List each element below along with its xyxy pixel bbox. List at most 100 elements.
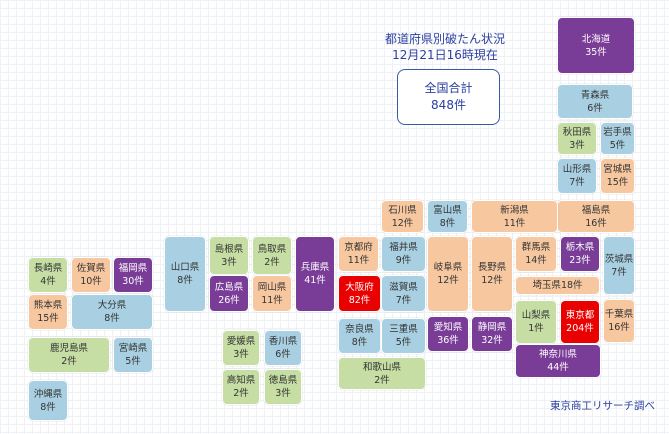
- prefecture-count: 4件: [40, 276, 56, 287]
- prefecture-count: 3件: [275, 388, 291, 399]
- national-total-box: 全国合計 848件: [397, 69, 500, 125]
- prefecture-24: 埼玉県 18件: [515, 276, 600, 295]
- prefecture-name: 神奈川県: [538, 349, 577, 360]
- prefecture-13: 滋賀県 7件: [381, 275, 426, 312]
- prefecture-7: 新潟県 11件: [471, 200, 558, 233]
- prefecture-name: 埼玉県: [532, 280, 561, 291]
- prefecture-1: 青森県 6件: [557, 84, 633, 119]
- prefecture-33: 広島県 26件: [209, 275, 249, 312]
- prefecture-name: 沖縄県: [33, 388, 63, 400]
- prefecture-count: 5件: [609, 139, 626, 151]
- prefecture-count: 7件: [611, 266, 627, 278]
- prefecture-41: 福岡県 30件: [113, 257, 153, 293]
- prefecture-name: 滋賀県: [389, 281, 418, 293]
- prefecture-count: 15件: [606, 177, 629, 188]
- prefecture-8: 富山県 8件: [427, 200, 468, 233]
- prefecture-36: 香川県 6件: [264, 330, 302, 366]
- prefecture-name: 京都府: [344, 242, 373, 253]
- prefecture-17: 岐阜県 12件: [427, 236, 469, 312]
- prefecture-count: 1件: [528, 323, 544, 334]
- prefecture-name: 徳島県: [268, 375, 298, 386]
- prefecture-name: 香川県: [268, 336, 298, 347]
- prefecture-count: 41件: [304, 275, 326, 286]
- prefecture-count: 6件: [587, 102, 603, 114]
- prefecture-name: 奈良県: [345, 324, 374, 335]
- prefecture-2: 秋田県 3件: [557, 122, 597, 155]
- prefecture-count: 2件: [233, 388, 249, 399]
- prefecture-count: 5件: [125, 356, 141, 367]
- prefecture-26: 東京都 204件: [560, 300, 600, 344]
- prefecture-6: 福島県 16件: [557, 200, 635, 233]
- prefecture-count: 2件: [264, 256, 280, 268]
- prefecture-name: 千葉県: [604, 309, 634, 320]
- prefecture-name: 新潟県: [500, 204, 529, 216]
- prefecture-count: 30件: [122, 276, 144, 287]
- prefecture-43: 大分県 8件: [71, 294, 153, 330]
- prefecture-count: 9件: [395, 255, 412, 266]
- prefecture-count: 32件: [481, 335, 503, 346]
- prefecture-9: 石川県 12件: [381, 200, 424, 233]
- prefecture-count: 8件: [177, 275, 193, 286]
- prefecture-count: 8件: [439, 217, 456, 229]
- prefecture-12: 大阪府 82件: [338, 275, 381, 312]
- prefecture-count: 15件: [37, 313, 59, 324]
- prefecture-name: 福岡県: [118, 263, 148, 274]
- prefecture-name: 山梨県: [521, 310, 551, 321]
- prefecture-name: 山形県: [562, 164, 592, 175]
- prefecture-name: 岐阜県: [433, 262, 463, 273]
- prefecture-name: 福井県: [389, 242, 418, 253]
- prefecture-count: 11件: [347, 255, 370, 266]
- prefecture-count: 82件: [348, 294, 371, 306]
- map-heading: 都道府県別破たん状況 12月21日16時現在: [360, 31, 530, 63]
- total-label: 全国合計: [424, 81, 473, 95]
- prefecture-count: 11件: [261, 294, 283, 306]
- prefecture-count: 12件: [481, 275, 503, 286]
- heading-title: 都道府県別破たん状況: [384, 32, 505, 46]
- prefecture-name: 宮崎県: [118, 343, 148, 354]
- prefecture-count: 18件: [560, 280, 583, 291]
- prefecture-38: 徳島県 3件: [264, 369, 302, 405]
- prefecture-count: 23件: [569, 255, 591, 266]
- prefecture-32: 岡山県 11件: [252, 275, 292, 312]
- prefecture-count: 44件: [547, 362, 569, 373]
- prefecture-45: 宮崎県 5件: [113, 337, 153, 373]
- prefecture-name: 愛媛県: [226, 336, 256, 347]
- prefecture-14: 奈良県 8件: [338, 318, 381, 354]
- prefecture-31: 島根県 3件: [209, 236, 249, 275]
- prefecture-count: 3件: [569, 139, 585, 151]
- prefecture-10: 福井県 9件: [381, 236, 426, 272]
- prefecture-name: 秋田県: [562, 126, 592, 138]
- prefecture-name: 山口県: [170, 262, 200, 273]
- heading-timestamp: 12月21日16時現在: [392, 48, 498, 62]
- prefecture-count: 204件: [566, 323, 594, 334]
- prefecture-40: 佐賀県 10件: [71, 257, 111, 293]
- prefecture-15: 三重県 5件: [381, 318, 426, 354]
- prefecture-4: 山形県 7件: [557, 158, 597, 194]
- prefecture-30: 鳥取県 2件: [252, 236, 292, 275]
- prefecture-name: 大分県: [97, 300, 127, 311]
- prefecture-28: 神奈川県 44件: [515, 344, 601, 378]
- prefecture-count: 14件: [525, 255, 547, 266]
- source-credit: 東京商工リサーチ調べ: [550, 400, 655, 412]
- prefecture-name: 富山県: [433, 204, 462, 216]
- prefecture-23: 茨城県 7件: [603, 236, 635, 295]
- prefecture-39: 長崎県 4件: [28, 257, 68, 293]
- total-value: 848件: [431, 98, 466, 112]
- prefecture-16: 和歌山県 2件: [338, 357, 426, 390]
- prefecture-name: 高知県: [226, 375, 256, 386]
- prefecture-11: 京都府 11件: [338, 236, 379, 272]
- prefecture-21: 群馬県 14件: [515, 236, 557, 272]
- prefecture-count: 7件: [569, 177, 585, 188]
- prefecture-name: 長野県: [477, 262, 507, 273]
- prefecture-0: 北海道 35件: [557, 17, 635, 74]
- prefecture-19: 愛知県 36件: [427, 316, 469, 352]
- prefecture-name: 福島県: [581, 204, 611, 216]
- prefecture-name: 熊本県: [33, 300, 63, 311]
- prefecture-37: 高知県 2件: [222, 369, 260, 405]
- prefecture-name: 鹿児島県: [49, 343, 88, 354]
- prefecture-count: 7件: [395, 294, 412, 306]
- prefecture-count: 3件: [233, 349, 249, 360]
- prefecture-18: 長野県 12件: [471, 236, 513, 312]
- prefecture-name: 東京都: [565, 310, 595, 321]
- prefecture-count: 26件: [218, 294, 240, 306]
